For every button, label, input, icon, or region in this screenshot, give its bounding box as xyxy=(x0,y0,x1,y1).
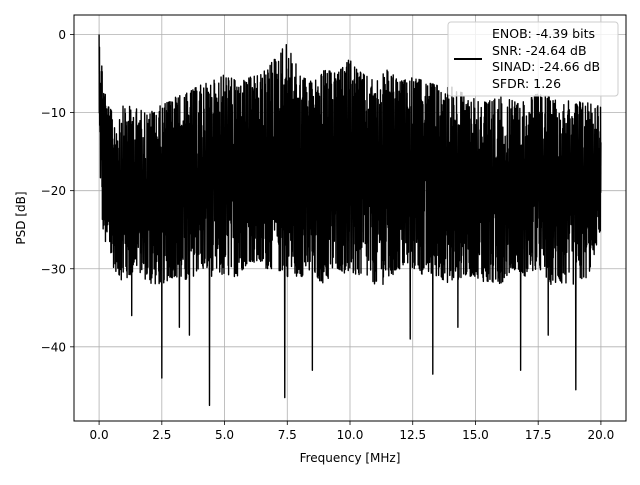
y-axis: 0 −10 −20 −30 −40 xyxy=(41,28,74,354)
legend-box xyxy=(447,21,619,97)
x-axis-label: Frequency [MHz] xyxy=(300,451,401,465)
y-tick-label: 0 xyxy=(58,28,66,42)
x-axis: 0.0 2.5 5.0 7.5 10.0 12.5 15.0 17.5 20.0 xyxy=(90,421,615,442)
x-tick-label: 15.0 xyxy=(462,428,489,442)
x-tick-label: 2.5 xyxy=(152,428,171,442)
legend-line-sfdr: SFDR: 1.26 xyxy=(492,76,561,91)
psd-trace xyxy=(98,34,602,407)
y-tick-label: −30 xyxy=(41,262,66,276)
x-tick-label: 17.5 xyxy=(525,428,552,442)
x-tick-label: 12.5 xyxy=(399,428,426,442)
x-tick-label: 0.0 xyxy=(90,428,109,442)
x-tick-label: 7.5 xyxy=(278,428,297,442)
y-tick-label: −20 xyxy=(41,184,66,198)
legend-line-snr: SNR: -24.64 dB xyxy=(492,43,587,58)
legend: ENOB: -4.39 bits SNR: -24.64 dB SINAD: -… xyxy=(447,21,619,97)
x-tick-label: 5.0 xyxy=(215,428,234,442)
x-tick-label: 10.0 xyxy=(337,428,364,442)
series-layer xyxy=(98,34,602,407)
legend-line-enob: ENOB: -4.39 bits xyxy=(492,26,595,41)
legend-line-sinad: SINAD: -24.66 dB xyxy=(492,59,600,74)
x-tick-label: 20.0 xyxy=(588,428,615,442)
y-tick-label: −10 xyxy=(41,106,66,120)
y-axis-label: PSD [dB] xyxy=(14,191,28,244)
y-tick-label: −40 xyxy=(41,340,66,354)
